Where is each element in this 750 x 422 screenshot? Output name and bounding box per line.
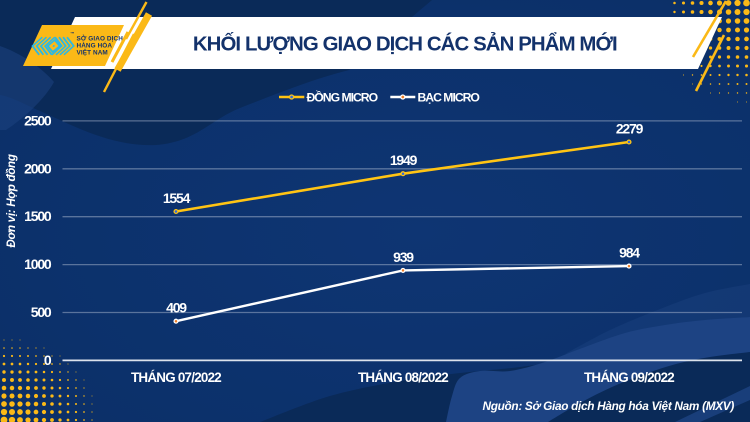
- svg-text:ĐỒNG MICRO: ĐỒNG MICRO: [307, 90, 378, 105]
- svg-text:KHỐI LƯỢNG GIAO DỊCH CÁC SẢN P: KHỐI LƯỢNG GIAO DỊCH CÁC SẢN PHẨM MỚI: [193, 31, 617, 55]
- svg-text:SỞ GIAO DỊCH: SỞ GIAO DỊCH: [77, 34, 124, 43]
- svg-text:HÀNG HÓA: HÀNG HÓA: [77, 41, 113, 50]
- svg-text:Nguồn: Sở Giao dịch Hàng hóa V: Nguồn: Sở Giao dịch Hàng hóa Việt Nam (M…: [482, 399, 734, 413]
- svg-text:THÁNG 07/2022: THÁNG 07/2022: [131, 370, 221, 385]
- svg-text:984: 984: [619, 245, 640, 261]
- svg-text:939: 939: [393, 249, 414, 265]
- svg-text:0: 0: [44, 352, 52, 368]
- svg-text:1500: 1500: [24, 208, 52, 224]
- svg-text:409: 409: [166, 300, 187, 316]
- svg-text:THÁNG 08/2022: THÁNG 08/2022: [358, 370, 448, 385]
- svg-text:2000: 2000: [24, 160, 52, 176]
- svg-text:1949: 1949: [390, 152, 418, 168]
- svg-text:™: ™: [70, 31, 75, 36]
- svg-text:Đơn vị: Hợp đồng: Đơn vị: Hợp đồng: [5, 154, 18, 247]
- svg-text:BẠC MICRO: BẠC MICRO: [418, 91, 480, 105]
- svg-text:1554: 1554: [163, 190, 191, 206]
- svg-text:1000: 1000: [24, 256, 52, 272]
- svg-text:2500: 2500: [24, 112, 52, 128]
- svg-text:500: 500: [31, 304, 52, 320]
- svg-text:VIỆT NAM: VIỆT NAM: [77, 48, 108, 57]
- svg-text:THÁNG 09/2022: THÁNG 09/2022: [584, 370, 674, 385]
- svg-text:2279: 2279: [616, 121, 644, 137]
